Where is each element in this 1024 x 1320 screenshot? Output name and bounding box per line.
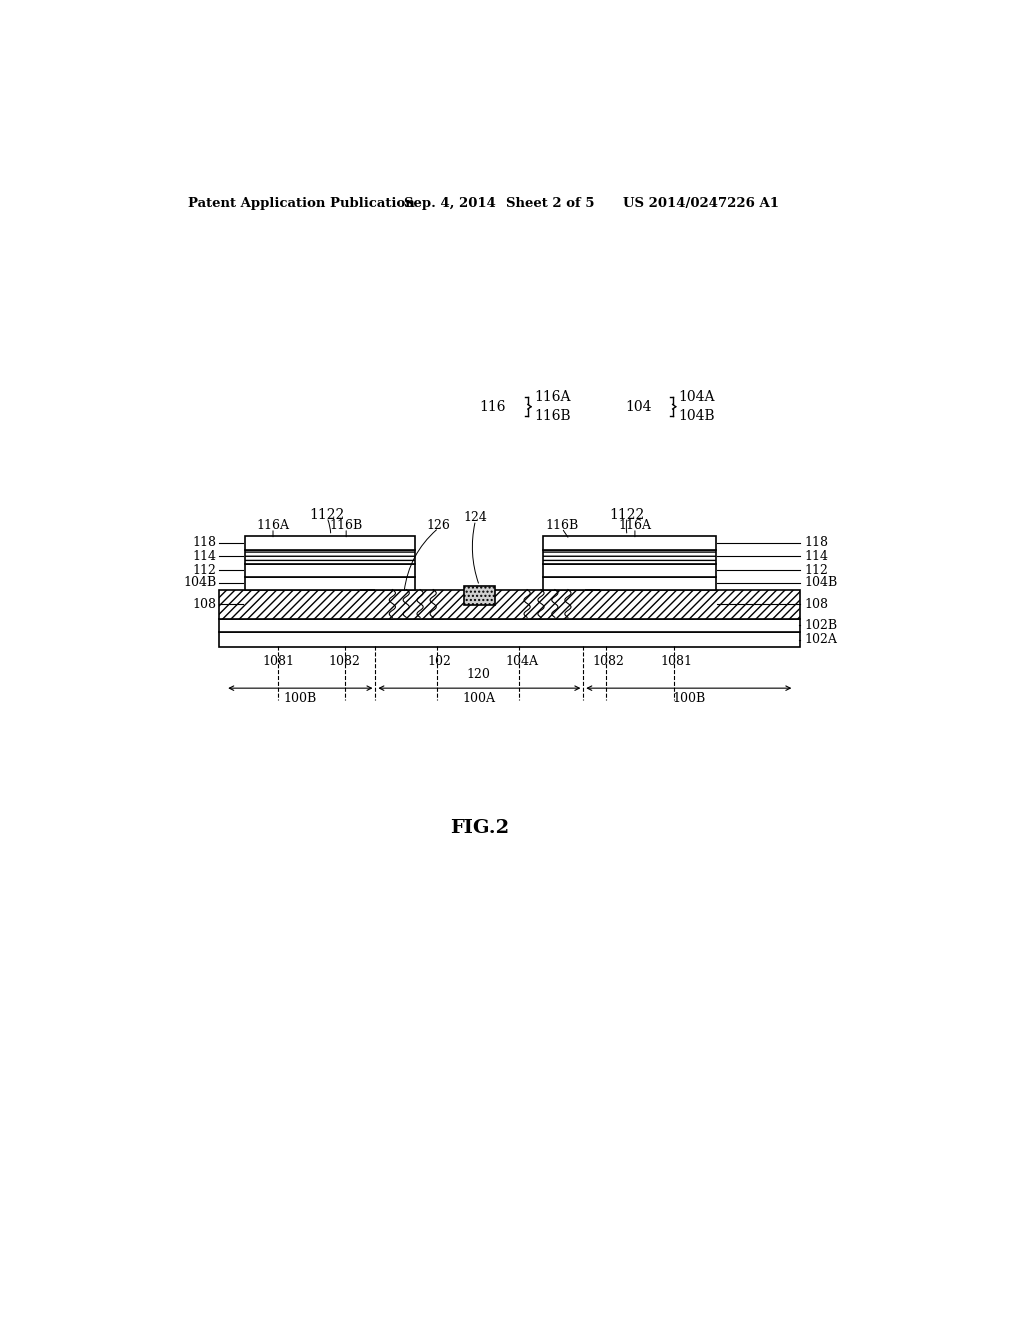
Text: 116B: 116B xyxy=(330,519,362,532)
Bar xyxy=(543,577,716,590)
Text: 1122: 1122 xyxy=(609,508,645,521)
Bar xyxy=(245,577,416,590)
Bar xyxy=(219,590,801,619)
Text: 118: 118 xyxy=(804,536,828,549)
Bar xyxy=(245,564,416,577)
Text: 102: 102 xyxy=(427,655,452,668)
Text: 104B: 104B xyxy=(804,576,838,589)
Bar xyxy=(543,536,716,549)
Text: 108: 108 xyxy=(193,598,217,611)
Text: 104B: 104B xyxy=(183,576,217,589)
Bar xyxy=(245,549,416,564)
Text: 116A: 116A xyxy=(535,391,570,404)
Text: 116B: 116B xyxy=(545,519,579,532)
Text: 114: 114 xyxy=(193,550,217,564)
Bar xyxy=(219,619,801,632)
Text: 116B: 116B xyxy=(535,409,570,424)
Text: 1081: 1081 xyxy=(660,655,692,668)
Text: FIG.2: FIG.2 xyxy=(450,820,509,837)
Text: 124: 124 xyxy=(464,511,487,524)
Text: 104A: 104A xyxy=(505,655,539,668)
Text: 102A: 102A xyxy=(804,634,838,647)
Text: 116: 116 xyxy=(479,400,506,413)
Text: 100B: 100B xyxy=(672,692,706,705)
Text: 118: 118 xyxy=(193,536,217,549)
Text: 104A: 104A xyxy=(679,391,716,404)
Bar xyxy=(245,536,416,549)
Text: 108: 108 xyxy=(804,598,828,611)
Bar xyxy=(219,632,801,647)
Text: 126: 126 xyxy=(427,519,451,532)
Text: 116A: 116A xyxy=(256,519,290,532)
Text: 1122: 1122 xyxy=(309,508,344,521)
Text: 116A: 116A xyxy=(618,519,651,532)
Text: Patent Application Publication: Patent Application Publication xyxy=(188,197,415,210)
Text: 100A: 100A xyxy=(463,692,496,705)
Text: 100B: 100B xyxy=(284,692,317,705)
Text: Sheet 2 of 5: Sheet 2 of 5 xyxy=(506,197,595,210)
Text: 112: 112 xyxy=(193,564,217,577)
Text: Sep. 4, 2014: Sep. 4, 2014 xyxy=(403,197,496,210)
Text: 112: 112 xyxy=(804,564,828,577)
Text: 104: 104 xyxy=(626,400,652,413)
Bar xyxy=(543,564,716,577)
Bar xyxy=(464,586,495,605)
Text: 1082: 1082 xyxy=(593,655,625,668)
Text: 120: 120 xyxy=(467,668,490,681)
Text: 1082: 1082 xyxy=(329,655,360,668)
Text: US 2014/0247226 A1: US 2014/0247226 A1 xyxy=(624,197,779,210)
Text: 1081: 1081 xyxy=(262,655,295,668)
Text: 104B: 104B xyxy=(679,409,716,424)
Text: 114: 114 xyxy=(804,550,828,564)
Bar xyxy=(543,549,716,564)
Text: 102B: 102B xyxy=(804,619,838,631)
